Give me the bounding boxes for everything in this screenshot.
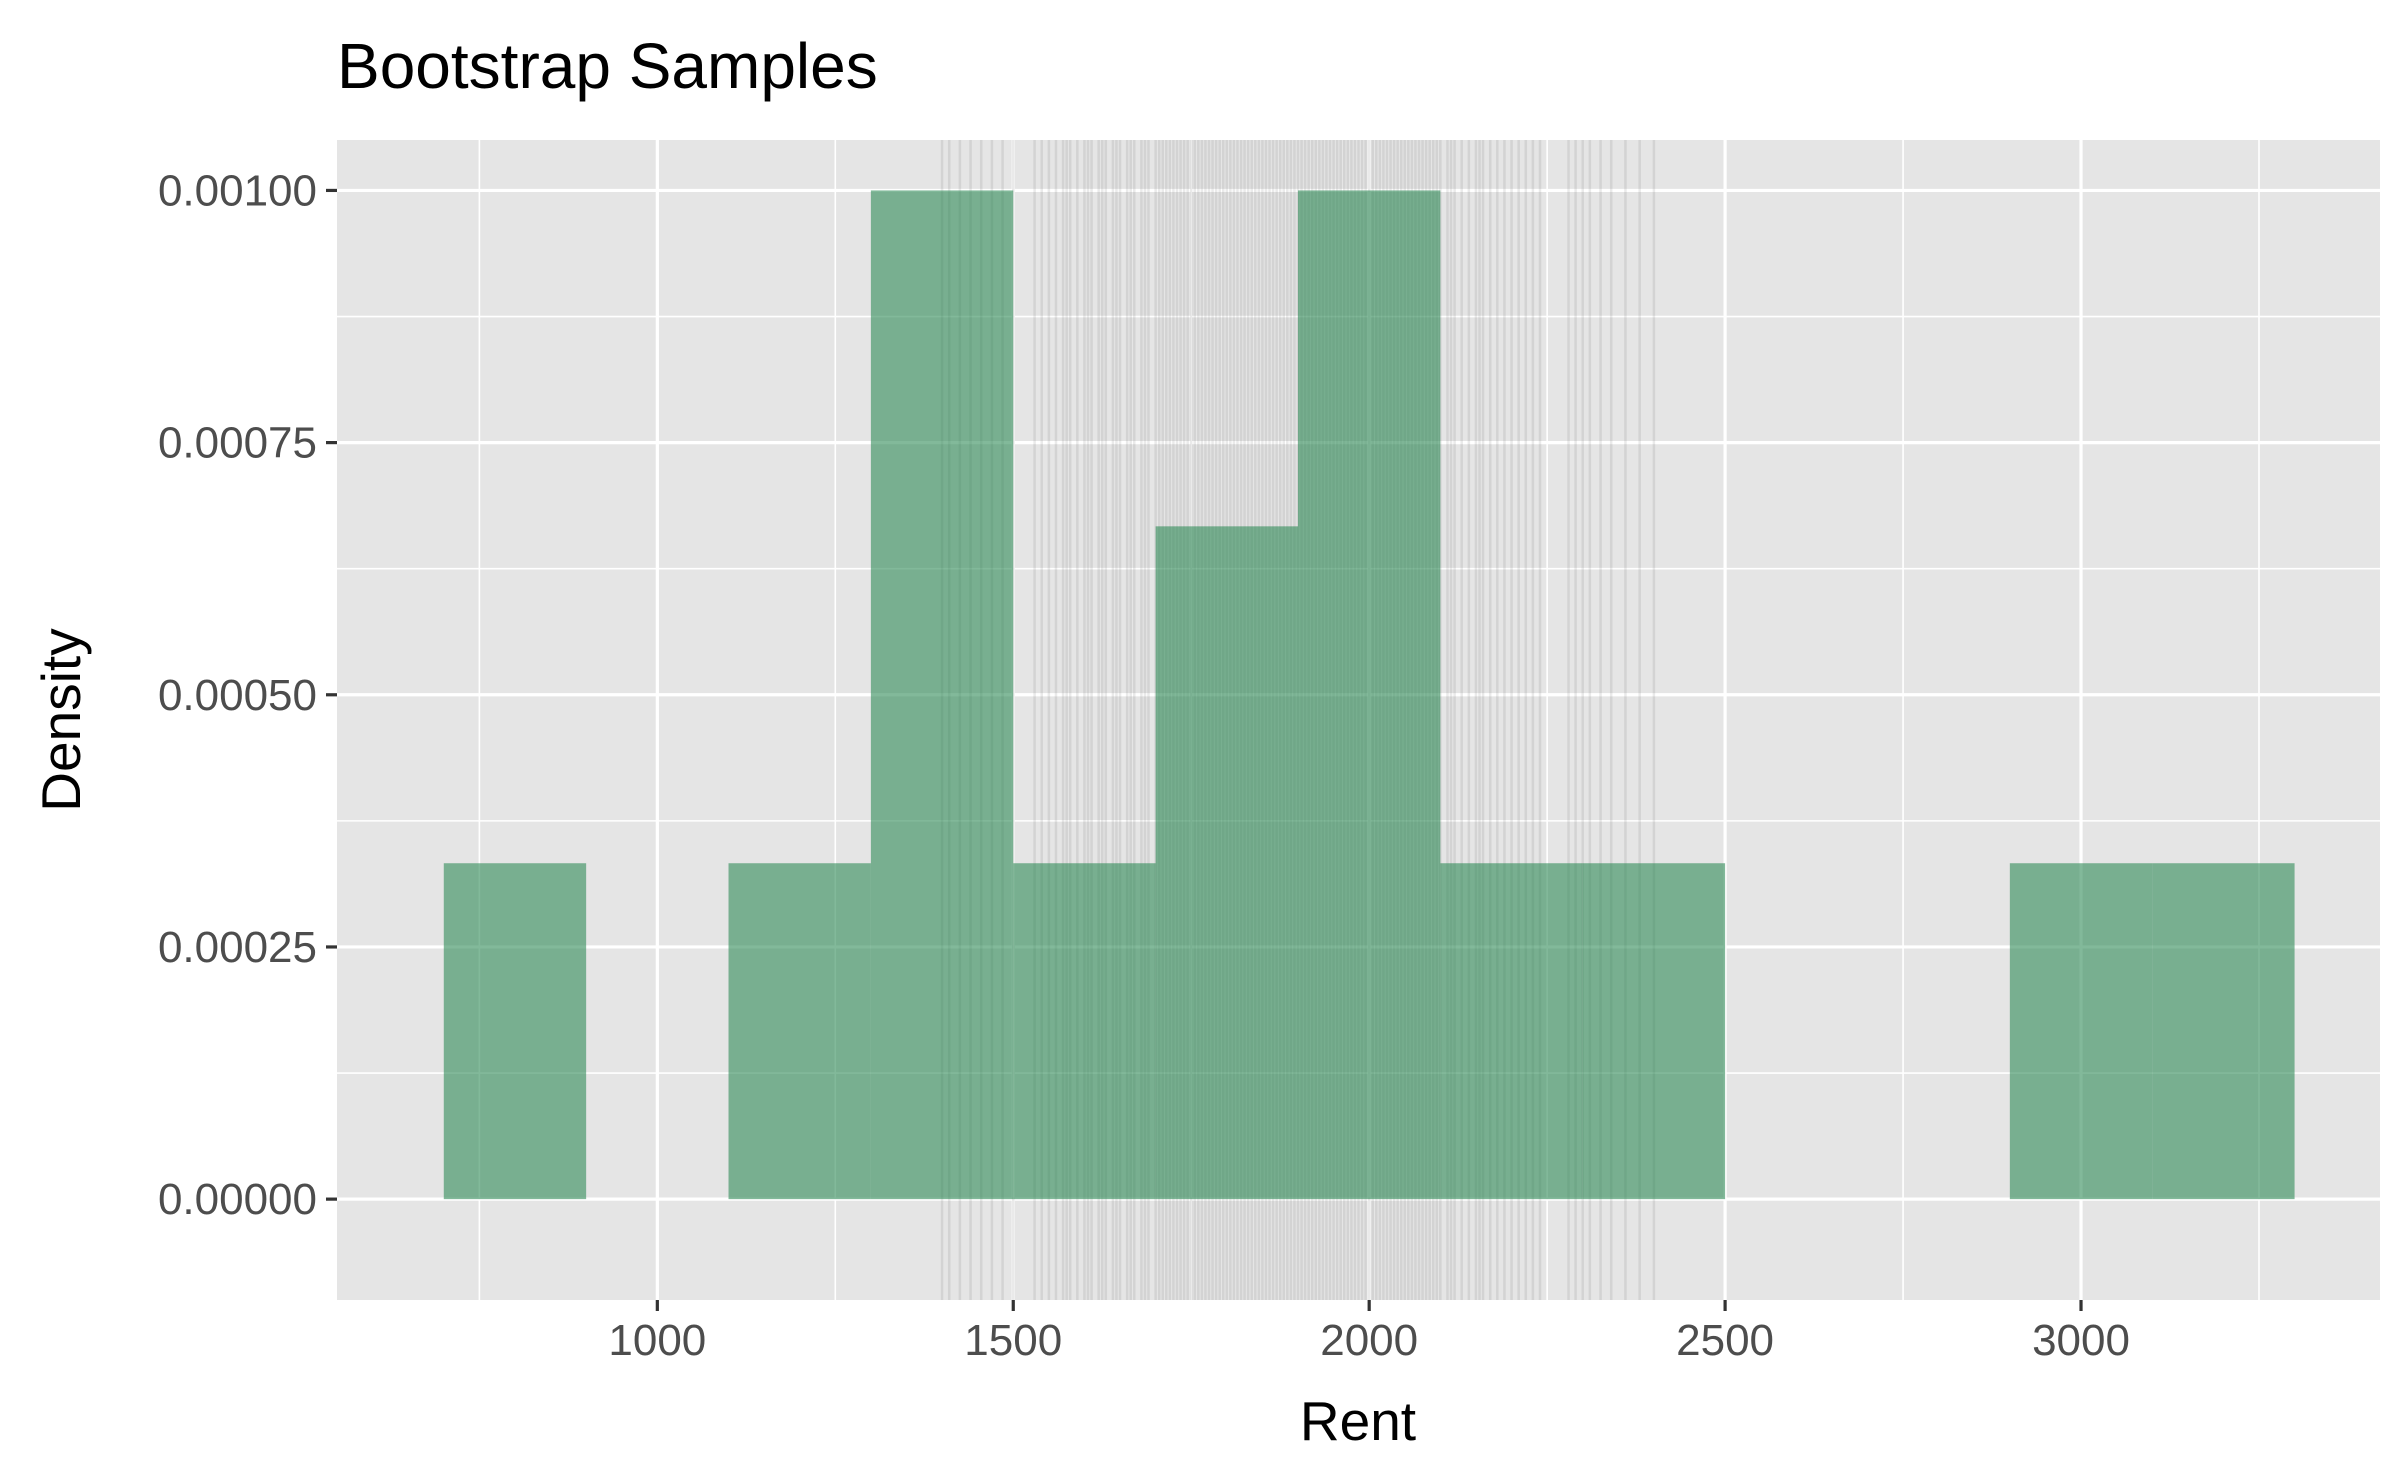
x-tick-label: 2000 [1320, 1316, 1418, 1365]
x-tick-label: 3000 [2032, 1316, 2130, 1365]
histogram-bar [1297, 190, 1441, 1200]
x-axis-title: Rent [1300, 1390, 1416, 1452]
histogram-bars [443, 190, 2295, 1200]
x-axis: 1000 1500 2000 2500 3000 [608, 1300, 2130, 1365]
x-tick-label: 1000 [608, 1316, 706, 1365]
x-tick-label: 1500 [964, 1316, 1062, 1365]
histogram-bar [1155, 526, 1298, 1200]
histogram-bar [1582, 863, 1726, 1200]
chart-title: Bootstrap Samples [337, 30, 878, 102]
histogram-bar [443, 863, 587, 1200]
y-tick-label: 0.00100 [158, 166, 317, 215]
histogram-bar [728, 863, 871, 1200]
histogram-bar [870, 190, 1014, 1200]
y-axis-title: Density [30, 628, 92, 812]
y-tick-label: 0.00000 [158, 1175, 317, 1224]
y-tick-label: 0.00025 [158, 923, 317, 972]
y-axis: 0.00000 0.00025 0.00050 0.00075 0.00100 [158, 166, 337, 1224]
histogram-bar [1440, 863, 1583, 1200]
y-tick-label: 0.00075 [158, 419, 317, 468]
histogram-bar [2009, 863, 2153, 1200]
y-tick-label: 0.00050 [158, 671, 317, 720]
x-tick-label: 2500 [1676, 1316, 1774, 1365]
histogram-bar [1013, 863, 1156, 1200]
histogram-bar [2152, 863, 2295, 1200]
